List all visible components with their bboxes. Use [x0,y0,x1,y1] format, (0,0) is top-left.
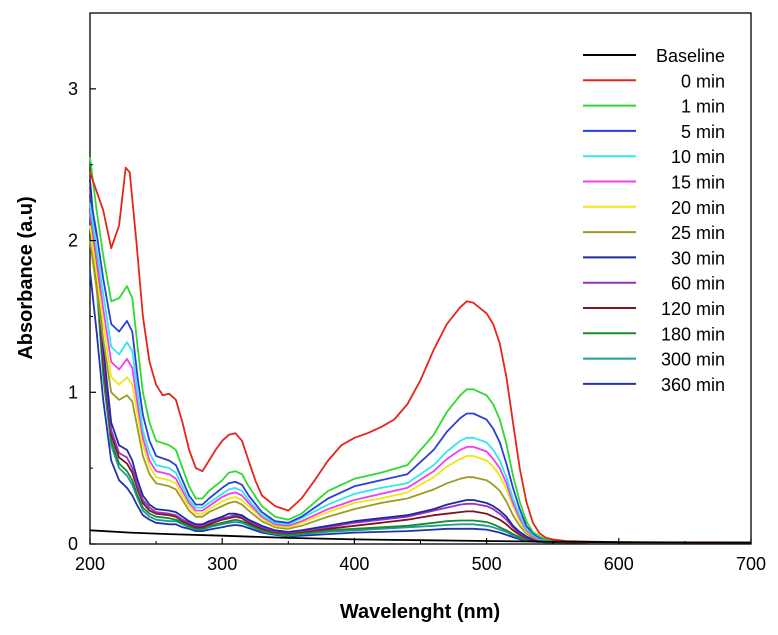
legend-label: 300 min [661,350,725,370]
legend-label: 15 min [671,173,725,193]
x-tick-label: 300 [207,554,237,574]
series-line-8 [89,179,751,544]
plot-frame [89,12,752,545]
series-line-7 [89,240,751,544]
legend-label: 20 min [671,198,725,218]
y-tick-label: 0 [68,534,78,554]
legend-label: 120 min [661,299,725,319]
legend-label: 25 min [671,223,725,243]
x-tick-label: 700 [736,554,766,574]
legend-label: 180 min [661,324,725,344]
legend-label: 360 min [661,375,725,395]
series-line-3 [89,194,751,544]
y-tick-label: 3 [68,79,78,99]
series-line-5 [89,210,751,544]
x-tick-label: 200 [75,554,105,574]
series-line-2 [89,156,751,544]
legend-label: Baseline [656,46,725,66]
y-tick-label: 2 [68,231,78,251]
x-tick-label: 500 [472,554,502,574]
series-line-4 [89,202,751,544]
y-tick-label: 1 [68,382,78,402]
x-tick-label: 400 [339,554,369,574]
series-line-1 [89,166,751,544]
x-axis-title: Wavelenght (nm) [340,601,500,623]
legend-label: 5 min [681,122,725,142]
legend-label: 0 min [681,71,725,91]
x-tick-label: 600 [604,554,634,574]
legend: Baseline 0 min 1 min 5 min 10 min 15 min 20 mi… [583,46,725,395]
series-line-11 [89,202,751,544]
axes-layer: 200 300 400 500 600 700 0 1 2 3 [68,79,766,574]
y-axis-title: Absorbance (a.u) [15,196,37,359]
legend-label: 60 min [671,274,725,294]
legend-label: 10 min [671,147,725,167]
legend-label: 30 min [671,248,725,268]
legend-label: 1 min [681,97,725,117]
